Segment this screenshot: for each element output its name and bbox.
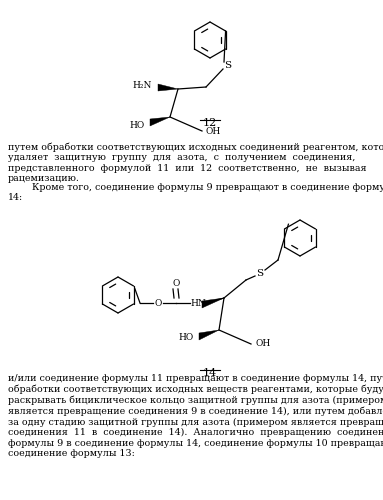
- Text: O: O: [172, 278, 180, 287]
- Text: 12: 12: [203, 118, 217, 128]
- Text: Кроме того, соединение формулы 9 превращают в соединение формулы
14:: Кроме того, соединение формулы 9 превращ…: [8, 182, 383, 202]
- Polygon shape: [202, 298, 224, 308]
- Text: HN: HN: [190, 298, 206, 308]
- Text: и/или соединение формулы 11 превращают в соединение формулы 14, путем
обработки : и/или соединение формулы 11 превращают в…: [8, 374, 383, 458]
- Text: OH: OH: [255, 340, 270, 348]
- Text: 14: 14: [203, 368, 217, 378]
- Text: H₂N: H₂N: [133, 80, 152, 90]
- Polygon shape: [150, 117, 170, 126]
- Polygon shape: [199, 330, 219, 340]
- Text: S: S: [224, 60, 232, 70]
- Text: путем обработки соответствующих исходных соединений реагентом, который
удаляет  : путем обработки соответствующих исходных…: [8, 142, 383, 183]
- Text: HO: HO: [130, 120, 145, 130]
- Polygon shape: [158, 84, 178, 91]
- Text: OH: OH: [206, 126, 221, 136]
- Text: O: O: [154, 298, 162, 308]
- Text: S: S: [257, 270, 264, 278]
- Text: HO: HO: [179, 334, 194, 342]
